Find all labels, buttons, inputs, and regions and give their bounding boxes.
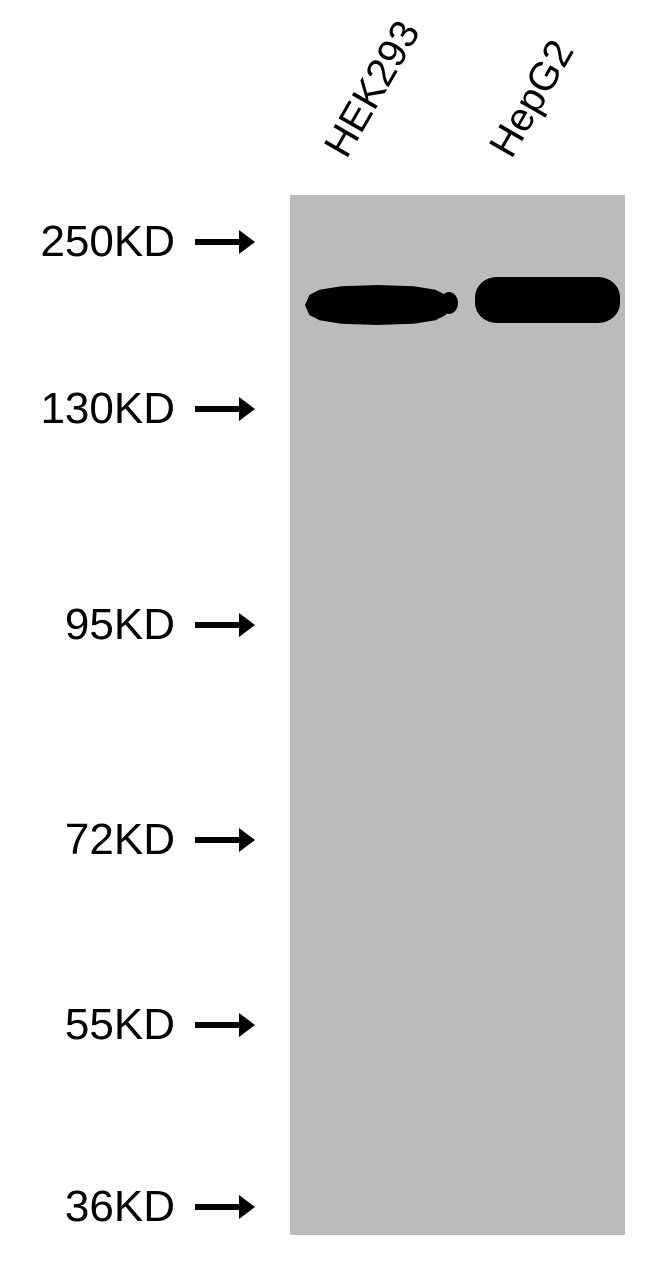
marker-label: 36KD: [0, 1182, 175, 1232]
arrow-line: [195, 1204, 239, 1210]
marker-55kd: 55KD: [0, 1000, 255, 1050]
arrow-head: [239, 230, 255, 254]
arrow-line: [195, 239, 239, 245]
band-lane1: [305, 285, 450, 325]
lane-label-2: HepG2: [481, 33, 583, 165]
arrow-icon: [195, 1195, 255, 1219]
blot-membrane: [290, 195, 625, 1235]
marker-label: 95KD: [0, 600, 175, 650]
marker-label: 72KD: [0, 815, 175, 865]
arrow-line: [195, 406, 239, 412]
arrow-line: [195, 1022, 239, 1028]
arrow-line: [195, 837, 239, 843]
arrow-icon: [195, 397, 255, 421]
band-lane1-tail: [440, 292, 458, 314]
arrow-line: [195, 622, 239, 628]
marker-label: 130KD: [0, 384, 175, 434]
western-blot-figure: HEK293 HepG2 250KD 130KD 95KD 72KD: [0, 0, 650, 1280]
arrow-icon: [195, 613, 255, 637]
arrow-icon: [195, 828, 255, 852]
marker-130kd: 130KD: [0, 384, 255, 434]
marker-250kd: 250KD: [0, 217, 255, 267]
lane-label-1: HEK293: [316, 13, 429, 165]
band-lane2: [475, 277, 620, 323]
arrow-icon: [195, 230, 255, 254]
marker-72kd: 72KD: [0, 815, 255, 865]
marker-36kd: 36KD: [0, 1182, 255, 1232]
arrow-icon: [195, 1013, 255, 1037]
marker-label: 55KD: [0, 1000, 175, 1050]
marker-label: 250KD: [0, 217, 175, 267]
marker-95kd: 95KD: [0, 600, 255, 650]
arrow-head: [239, 613, 255, 637]
arrow-head: [239, 1013, 255, 1037]
arrow-head: [239, 828, 255, 852]
arrow-head: [239, 1195, 255, 1219]
arrow-head: [239, 397, 255, 421]
